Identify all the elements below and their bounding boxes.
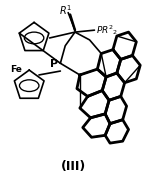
Text: $PR^2{}_2$: $PR^2{}_2$ [96, 23, 119, 37]
Text: Fe: Fe [10, 65, 21, 74]
Text: $R^1$: $R^1$ [59, 3, 72, 17]
Text: P: P [50, 59, 59, 69]
Text: (III): (III) [61, 160, 87, 173]
